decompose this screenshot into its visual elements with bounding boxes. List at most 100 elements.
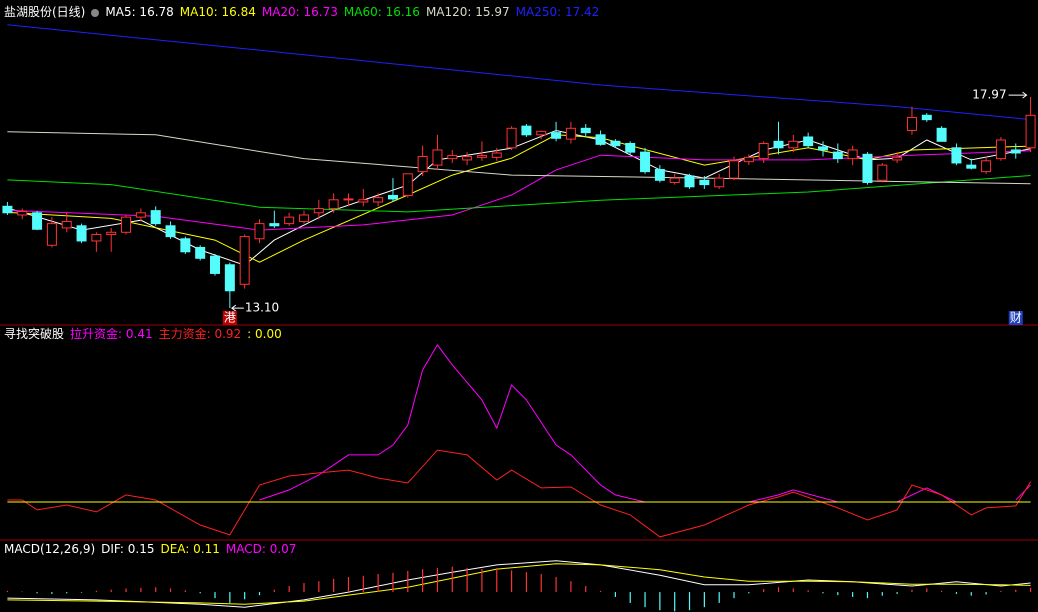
candle-body [995,139,1006,160]
candle-body [906,116,917,131]
candle-body [669,177,680,183]
legend-entry: MA120: 15.97 [425,5,510,19]
candle-body [165,225,176,238]
candle-body [76,225,87,242]
candle-body [284,216,295,225]
candle-body [1010,149,1021,154]
candle-body [402,173,413,196]
candle-body [61,220,72,229]
event-marker: 财 [1010,311,1022,325]
low-label: 13.10 [245,301,279,315]
indicator-line [7,24,1031,121]
legend-entry: DIF: 0.15 [101,542,155,556]
candle-body [254,223,265,240]
candle-body [135,212,146,218]
candle-body [803,136,814,147]
legend-entry: MA60: 16.16 [343,5,420,19]
candle-body [1025,114,1036,149]
indicator-line [7,175,1031,213]
candle-body [536,130,547,136]
legend-entry: MA20: 16.73 [261,5,338,19]
legend-entry: : 0.00 [247,327,282,341]
legend-entry: MA250: 17.42 [515,5,600,19]
candle-body [150,210,161,225]
candle-body [313,207,324,214]
candle-body [625,142,636,153]
event-marker-box [1008,311,1023,325]
high-arrow [1008,91,1028,99]
indicator-line [259,343,1031,503]
candle-body [936,127,947,142]
candle-body [714,177,725,188]
event-marker-box [222,311,237,325]
panel-title: 寻找突破股 [4,327,65,341]
candle-body [106,231,117,235]
indicator-line [7,131,1031,185]
candle-body [758,142,769,160]
legend-entry: MACD: 0.07 [225,542,297,556]
candle-body [432,149,443,166]
candle-body [343,198,354,201]
macd-header: MACD(12,26,9) DIF: 0.15 DEA: 0.11 MACD: 0.0… [4,541,302,557]
candle-body [298,214,309,222]
candle-body [447,155,458,160]
candle-body [654,168,665,181]
candle-body [966,164,977,169]
candle-body [210,255,221,274]
candle-body [862,153,873,183]
indicator-line [7,449,1032,538]
candle-body [506,127,517,149]
legend-entry: MA5: 16.78 [105,5,174,19]
candle-body [491,152,502,158]
settings-icon[interactable] [91,8,100,17]
candle-body [640,151,651,173]
candle-body [269,223,280,227]
candle-body [91,233,102,242]
candle-body [981,160,992,173]
candle-body [832,151,843,160]
indicator-line [7,129,1031,266]
candle-body [951,147,962,164]
candle-body [610,140,621,147]
panel-title: 盐湖股份(日线) [4,5,86,19]
candle-body [788,140,799,149]
candle-body [121,216,132,233]
candle-body [817,146,828,151]
candle-body [595,134,606,145]
legend-entry: 主力资金: 0.92 [158,327,242,341]
legend-entry: 拉升资金: 0.41 [70,327,153,341]
candle-body [32,212,43,230]
candle-body [373,197,384,203]
candle-body [743,156,754,163]
candle-body [328,199,339,209]
candle-body [2,205,13,214]
candle-body [387,194,398,200]
candle-body [521,125,532,136]
candle-body [417,155,428,173]
indicator-line [7,563,1031,605]
candle-body [46,223,57,246]
high-label: 17.97 [972,88,1006,102]
candle-body [195,246,206,259]
candle-body [877,164,888,181]
legend-entry: MA10: 16.84 [179,5,256,19]
candle-body [224,264,235,292]
candle-body [580,127,591,134]
legend-entry: DEA: 0.11 [160,542,220,556]
event-marker: 港 [224,311,236,325]
candle-body [358,199,369,203]
indicator-header: 寻找突破股 拉升资金: 0.41 主力资金: 0.92 : 0.00 [4,326,288,342]
panel-title: MACD(12,26,9) [4,542,96,556]
candle-body [892,156,903,161]
low-arrow [231,304,244,312]
indicator-line [7,560,1031,608]
candle-body [729,160,740,179]
candle-body [565,127,576,140]
price-header: 盐湖股份(日线) MA5: 16.78 MA10: 16.84 MA20: 16.73… [4,4,605,20]
candle-body [847,149,858,160]
candle-body [921,114,932,121]
candle-body [462,155,473,161]
candle-body [773,140,784,149]
